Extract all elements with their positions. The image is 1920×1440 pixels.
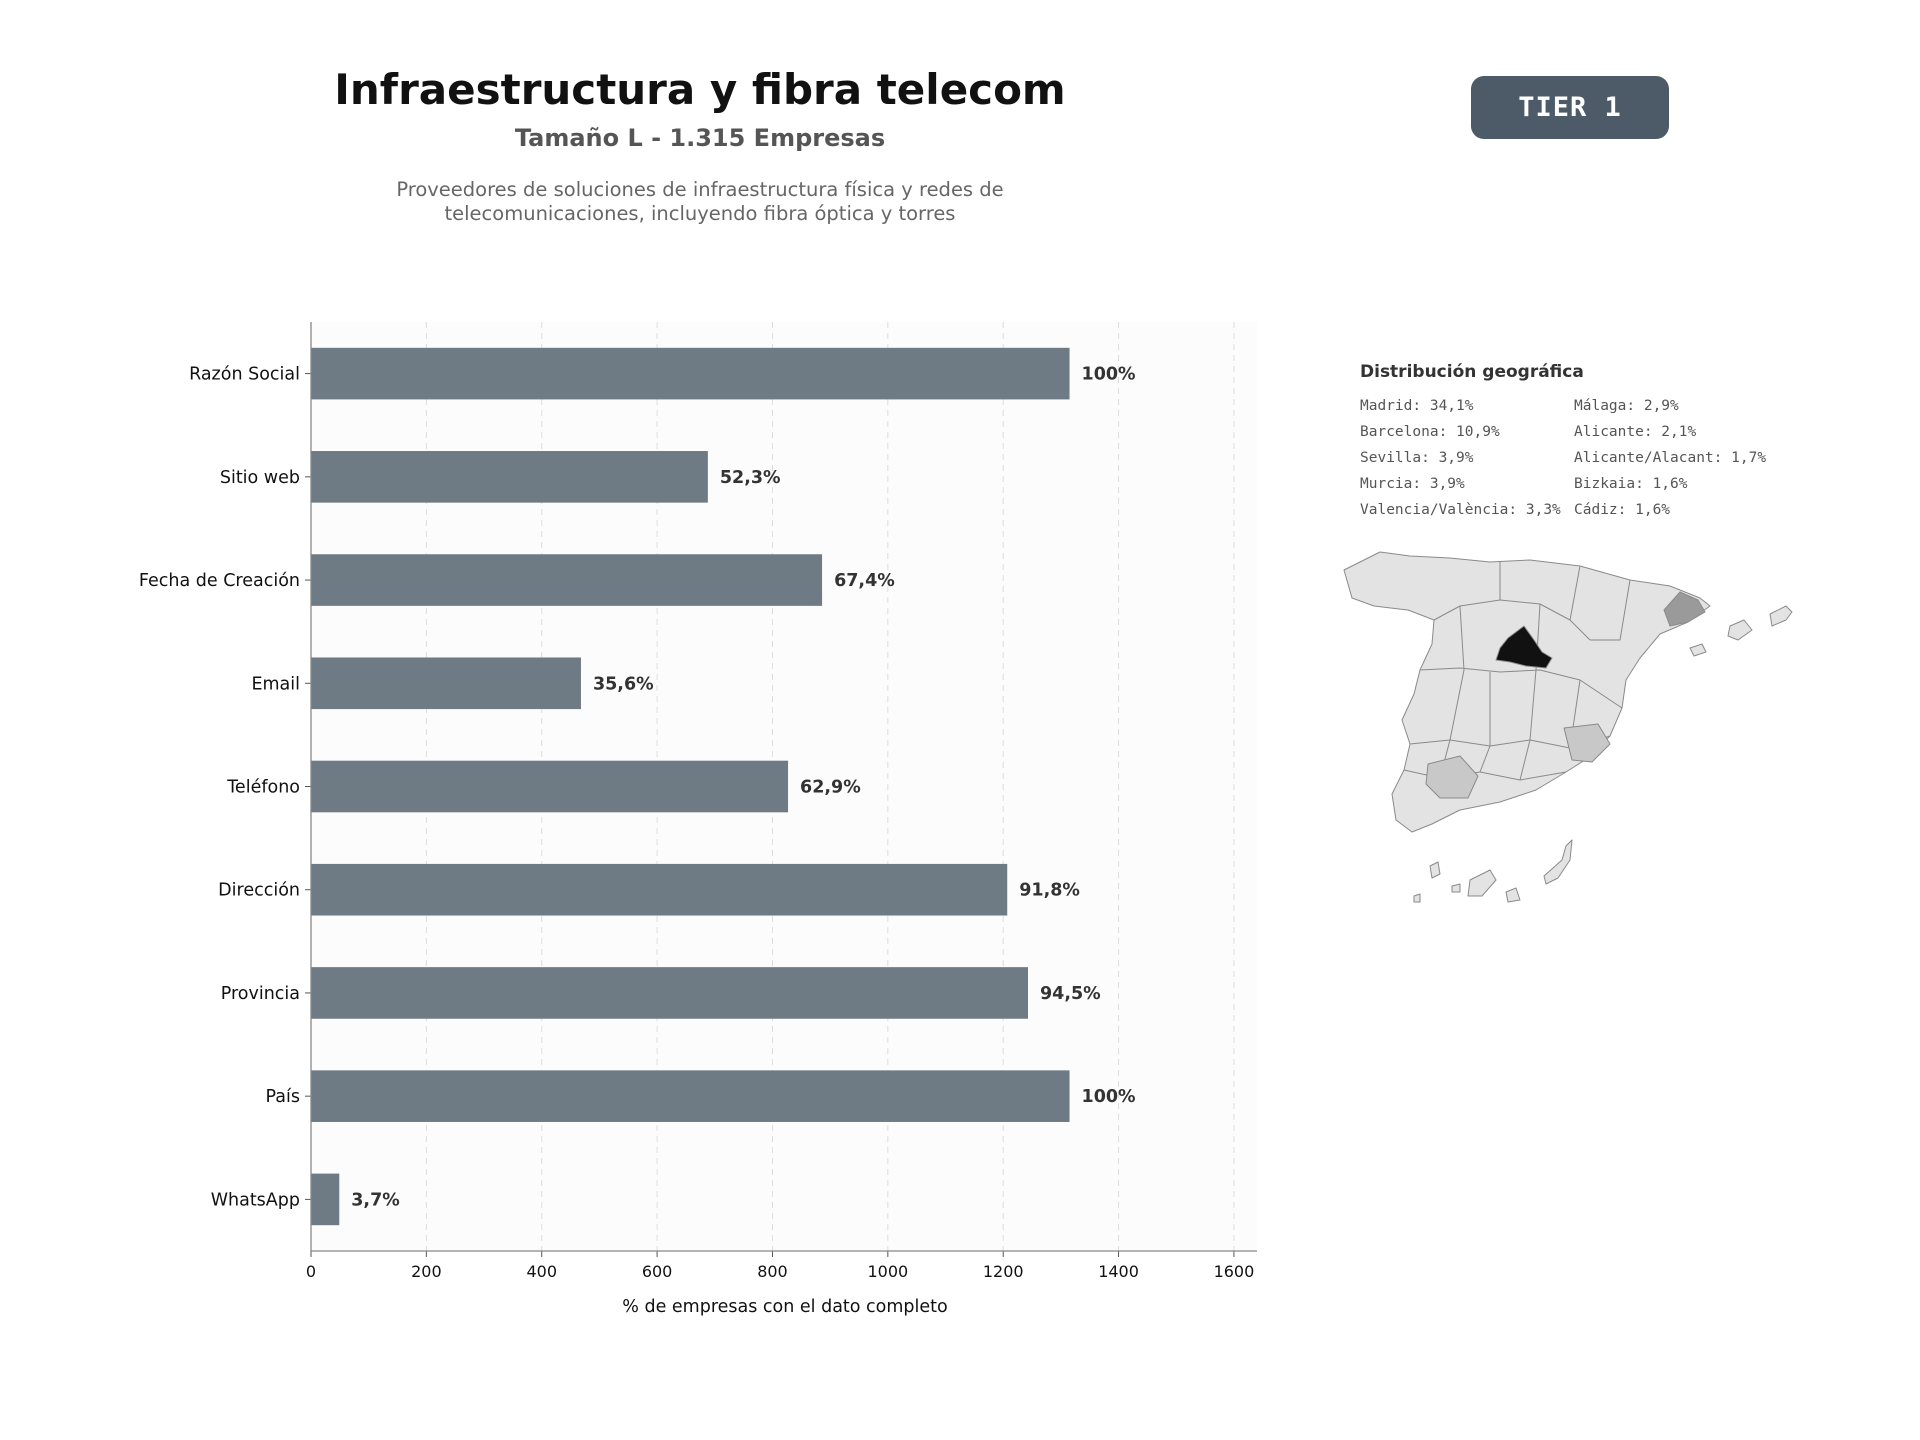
data-label: 67,4%: [834, 571, 895, 591]
data-label: 91,8%: [1019, 881, 1080, 901]
bar: [311, 657, 581, 710]
bar-chart: 0 200 400 600 800 1000 1200 1400 1600 Razón Socia…: [139, 322, 1257, 1317]
description-line-2: telecomunicaciones, incluyendo fibra ópt…: [444, 202, 956, 225]
x-tick-label: 1400: [1098, 1262, 1139, 1281]
geo-item: Bizkaia: 1,6%: [1574, 476, 1688, 492]
y-tick-label: Teléfono: [226, 778, 300, 798]
map-region-border: [1479, 672, 1491, 773]
data-label: 100%: [1082, 365, 1136, 385]
geo-distribution: Distribución geográfica Madrid: 34,1% Má…: [1360, 362, 1880, 520]
y-tick-label: Fecha de Creación: [139, 571, 300, 591]
map-canary: [1413, 893, 1421, 903]
geo-item: Madrid: 34,1%: [1360, 398, 1474, 414]
chart-subtitle: Tamaño L - 1.315 Empresas: [514, 124, 886, 152]
y-tick-label: WhatsApp: [211, 1190, 300, 1210]
geo-item: Málaga: 2,9%: [1574, 398, 1679, 414]
geo-item: Murcia: 3,9%: [1360, 476, 1465, 492]
map-canary: [1467, 869, 1497, 897]
geo-item: Cádiz: 1,6%: [1574, 502, 1671, 518]
geo-item: Valencia/València: 3,3%: [1360, 502, 1561, 518]
chart-header: Infraestructura y fibra telecom Tamaño L…: [250, 62, 1150, 226]
tier-badge: TIER 1: [1471, 76, 1669, 139]
map-canary: [1505, 887, 1521, 903]
data-label: 94,5%: [1040, 984, 1101, 1004]
x-tick-label: 1000: [867, 1262, 908, 1281]
bar: [311, 347, 1070, 400]
map-region-border: [1433, 599, 1591, 641]
description-line-1: Proveedores de soluciones de infraestruc…: [396, 178, 1004, 201]
y-tick-label: Dirección: [218, 881, 300, 901]
map-region-border: [1569, 565, 1581, 621]
chart-title: Infraestructura y fibra telecom: [334, 65, 1066, 114]
x-axis-label: % de empresas con el dato completo: [622, 1297, 947, 1317]
map-balearic: [1727, 619, 1753, 641]
bar: [311, 760, 789, 813]
x-tick-label: 1600: [1214, 1262, 1255, 1281]
y-tick-label: País: [266, 1087, 300, 1107]
x-tick-label: 1200: [983, 1262, 1024, 1281]
geo-item: Alicante: 2,1%: [1574, 424, 1697, 440]
x-tick-label: 600: [642, 1262, 673, 1281]
bar: [311, 451, 708, 503]
geo-item: Barcelona: 10,9%: [1360, 424, 1500, 440]
map-region-sevilla: [1425, 755, 1479, 799]
map-canary: [1429, 861, 1441, 879]
geo-list: Madrid: 34,1% Málaga: 2,9% Barcelona: 10…: [1360, 396, 1880, 520]
y-tick-label: Sitio web: [220, 468, 300, 488]
data-label: 100%: [1082, 1087, 1136, 1107]
spain-map: [1343, 551, 1793, 903]
data-label: 3,7%: [351, 1190, 400, 1210]
bar: [311, 1173, 340, 1226]
x-tick-label: 0: [306, 1262, 316, 1281]
map-region-border: [1590, 579, 1631, 641]
map-region-barcelona: [1663, 591, 1706, 627]
chart-description: Proveedores de soluciones de infraestruc…: [250, 178, 1150, 226]
data-label: 62,9%: [800, 778, 861, 798]
map-mainland: [1343, 551, 1711, 833]
map-region-border: [1419, 667, 1623, 709]
y-tick-label: Provincia: [221, 984, 300, 1004]
x-tick-label: 200: [411, 1262, 442, 1281]
geo-item: Alicante/Alacant: 1,7%: [1574, 450, 1767, 466]
y-tick-label: Razón Social: [189, 365, 300, 385]
map-balearic: [1689, 643, 1707, 657]
y-tick-label: Email: [251, 674, 300, 694]
bar: [311, 967, 1028, 1019]
x-tick-label: 400: [526, 1262, 557, 1281]
x-tick-label: 800: [757, 1262, 788, 1281]
map-balearic: [1769, 605, 1793, 627]
map-region-murcia: [1563, 723, 1611, 763]
map-canary: [1451, 883, 1461, 893]
map-canary: [1543, 839, 1573, 885]
map-region-border: [1439, 605, 1465, 779]
map-region-madrid: [1495, 625, 1553, 669]
data-label: 52,3%: [720, 468, 781, 488]
bar: [311, 1070, 1070, 1122]
data-label: 35,6%: [593, 674, 654, 694]
geo-title: Distribución geográfica: [1360, 362, 1584, 382]
bar: [311, 554, 823, 606]
geo-item: Sevilla: 3,9%: [1360, 450, 1474, 466]
map-region-border: [1519, 603, 1541, 781]
bar: [311, 863, 1008, 916]
